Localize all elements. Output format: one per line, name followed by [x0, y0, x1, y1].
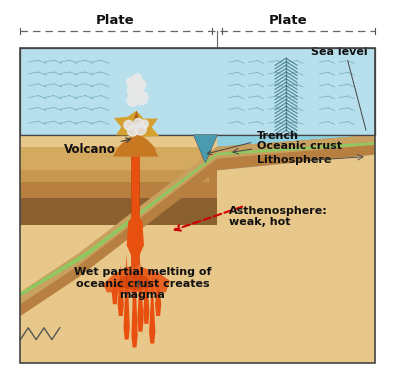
Text: Plate: Plate [269, 14, 307, 26]
Polygon shape [127, 118, 146, 136]
Text: Plate: Plate [96, 14, 134, 26]
Circle shape [133, 74, 141, 83]
Circle shape [141, 120, 148, 128]
Text: Asthenosphere:
weak, hot: Asthenosphere: weak, hot [229, 206, 328, 227]
Circle shape [128, 126, 138, 136]
Circle shape [135, 91, 148, 105]
Polygon shape [118, 265, 124, 316]
Polygon shape [132, 245, 138, 348]
Polygon shape [21, 135, 374, 316]
Polygon shape [194, 135, 217, 163]
Polygon shape [21, 166, 217, 198]
Polygon shape [21, 147, 201, 170]
Circle shape [135, 123, 146, 135]
Polygon shape [132, 111, 141, 127]
Bar [21, 48, 374, 363]
Polygon shape [21, 135, 374, 304]
Polygon shape [113, 133, 158, 157]
Circle shape [128, 84, 141, 98]
Polygon shape [112, 277, 118, 304]
Circle shape [134, 79, 145, 91]
Polygon shape [21, 48, 374, 135]
Polygon shape [137, 261, 143, 332]
Polygon shape [21, 135, 374, 363]
Polygon shape [21, 151, 209, 182]
Circle shape [134, 118, 143, 128]
Polygon shape [115, 273, 154, 291]
Circle shape [127, 77, 137, 87]
Polygon shape [103, 265, 170, 293]
Polygon shape [155, 281, 161, 316]
Polygon shape [124, 253, 130, 340]
Text: Oceanic crust: Oceanic crust [256, 141, 342, 151]
Polygon shape [149, 273, 155, 343]
Polygon shape [127, 214, 144, 265]
Text: Sea level: Sea level [311, 47, 367, 57]
Polygon shape [21, 166, 217, 225]
Text: Volcano: Volcano [64, 138, 131, 156]
Bar [132, 149, 139, 265]
Text: Wet partial melting of
oceanic crust creates
magma: Wet partial melting of oceanic crust cre… [73, 267, 211, 300]
Polygon shape [194, 135, 217, 163]
Polygon shape [21, 142, 374, 296]
Polygon shape [114, 111, 159, 144]
Text: Trench: Trench [207, 131, 298, 155]
Circle shape [124, 120, 134, 130]
Polygon shape [217, 135, 374, 170]
Text: Lithosphere: Lithosphere [256, 154, 331, 165]
Polygon shape [143, 269, 149, 324]
Circle shape [127, 95, 138, 106]
